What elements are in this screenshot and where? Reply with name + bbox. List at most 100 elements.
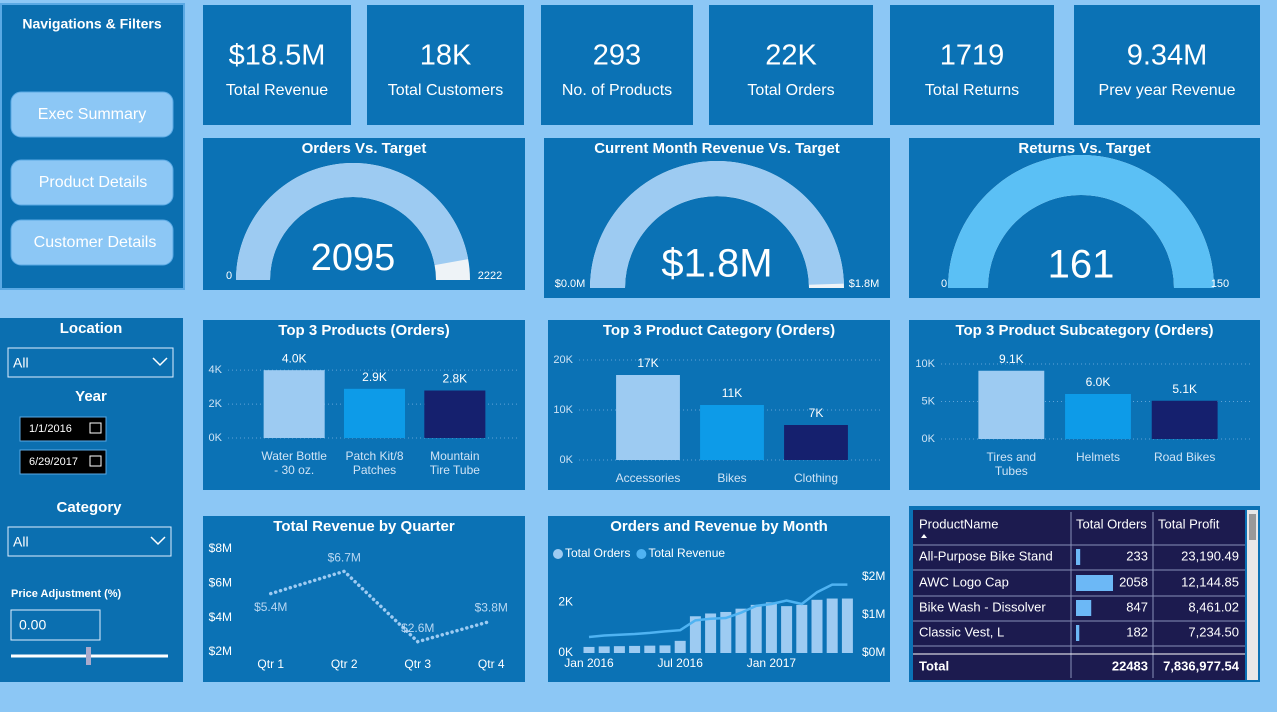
value-label: 9.1K xyxy=(999,352,1024,366)
slider-knob[interactable] xyxy=(86,647,91,665)
cell: 847 xyxy=(1126,599,1148,614)
bar xyxy=(424,390,486,438)
date-input[interactable] xyxy=(19,449,107,475)
filter-label: Category xyxy=(56,499,122,516)
dropdown-value[interactable]: All xyxy=(13,534,29,550)
scroll-thumb[interactable] xyxy=(1249,514,1256,540)
kpi-value: $18.5M xyxy=(229,40,326,72)
bar xyxy=(616,375,680,460)
chart-panel xyxy=(203,516,525,682)
cell: All-Purpose Bike Stand xyxy=(919,548,1053,563)
orders-bar xyxy=(1076,625,1080,641)
value-label: 6.0K xyxy=(1086,375,1111,389)
value-label: 17K xyxy=(637,356,658,370)
y-tick-label: 0K xyxy=(560,454,574,466)
nav-button[interactable] xyxy=(10,91,174,138)
kpi-label: Prev year Revenue xyxy=(1099,82,1236,99)
cell: 7,234.50 xyxy=(1188,624,1239,639)
bar xyxy=(343,388,406,438)
bar xyxy=(720,611,732,653)
bar xyxy=(1065,394,1131,439)
chevron xyxy=(150,536,166,546)
x-tick-label: Accessories xyxy=(616,471,681,485)
nav-button[interactable] xyxy=(10,219,174,266)
chevron xyxy=(152,357,168,367)
line xyxy=(588,583,848,639)
orders-bar xyxy=(1076,575,1113,591)
nav-button-label[interactable]: Customer Details xyxy=(34,234,157,251)
cell: 233 xyxy=(1126,548,1148,563)
dropdown[interactable] xyxy=(7,526,172,557)
kpi-card xyxy=(1074,5,1260,125)
kpi-value: 18K xyxy=(420,40,472,72)
kpi-label: Total Orders xyxy=(747,82,834,99)
filter-label: Price Adjustment (%) xyxy=(11,588,122,600)
date-input[interactable] xyxy=(19,416,107,442)
bar xyxy=(598,646,610,653)
bar xyxy=(978,370,1045,439)
number-input[interactable] xyxy=(10,609,101,641)
chart-title: Top 3 Product Category (Orders) xyxy=(603,322,835,339)
cell: AWC Logo Cap xyxy=(919,574,1009,589)
gauge-value: $1.8M xyxy=(661,242,772,286)
y-tick-label: $8M xyxy=(209,541,232,555)
nav-button-label[interactable]: Product Details xyxy=(39,174,148,191)
total-cell: Total xyxy=(919,658,949,673)
gauge-fill xyxy=(236,162,469,280)
y-tick-label: 5K xyxy=(922,395,936,407)
gauge-value: 2095 xyxy=(311,237,396,279)
bar xyxy=(826,598,838,653)
kpi-value: 1719 xyxy=(940,40,1005,72)
value-label: $2.6M xyxy=(401,621,434,635)
calendar-icon xyxy=(89,422,102,434)
value-label: $6.7M xyxy=(328,550,361,564)
cell: Classic Vest, L xyxy=(919,624,1004,639)
value-label: 4.0K xyxy=(282,351,307,365)
gauge-min: 0 xyxy=(226,270,232,282)
date-value[interactable]: 6/29/2017 xyxy=(29,456,78,468)
kpi-label: Total Revenue xyxy=(226,82,328,99)
kpi-card xyxy=(709,5,873,125)
kpi-card xyxy=(203,5,351,125)
orders-bar xyxy=(1076,549,1081,565)
number-value[interactable]: 0.00 xyxy=(19,617,46,633)
nav-button-label[interactable]: Exec Summary xyxy=(38,106,146,123)
gauge-value: 161 xyxy=(1048,243,1115,287)
orders-bar xyxy=(1076,600,1092,616)
nav-button[interactable] xyxy=(10,159,174,206)
bar xyxy=(796,604,808,653)
kpi-label: No. of Products xyxy=(562,82,672,99)
value-label: 7K xyxy=(809,406,824,420)
y-tick-label: 10K xyxy=(553,404,573,416)
kpi-value: 22K xyxy=(765,40,817,72)
bar xyxy=(784,425,848,460)
date-value[interactable]: 1/1/2016 xyxy=(29,423,72,435)
kpi-label: Total Returns xyxy=(925,82,1019,99)
scrollbar[interactable] xyxy=(1247,510,1258,680)
table-body xyxy=(913,510,1245,680)
bar xyxy=(841,598,853,653)
y-tick-label: $2M xyxy=(209,644,232,658)
x-tick-label: Qtr 2 xyxy=(331,657,358,671)
bar xyxy=(705,613,717,653)
bar xyxy=(659,645,671,653)
kpi-card xyxy=(367,5,524,125)
bar xyxy=(700,405,764,460)
cell: 2058 xyxy=(1119,574,1148,589)
y-tick-label: 0K xyxy=(558,645,573,659)
bar xyxy=(689,616,701,653)
gauge-fill xyxy=(948,155,1214,288)
x-tick-label: Qtr 3 xyxy=(404,657,431,671)
bar xyxy=(674,640,686,653)
kpi-label: Total Customers xyxy=(388,82,504,99)
bar xyxy=(811,599,823,653)
dropdown[interactable] xyxy=(7,347,174,378)
x-tick-label: Mountain Tire Tube xyxy=(430,449,481,477)
bar xyxy=(735,608,747,653)
bar xyxy=(613,646,625,653)
legend-marker xyxy=(553,549,563,559)
total-cell: 22483 xyxy=(1112,658,1148,673)
dropdown-value[interactable]: All xyxy=(13,355,29,371)
bar xyxy=(765,602,777,653)
